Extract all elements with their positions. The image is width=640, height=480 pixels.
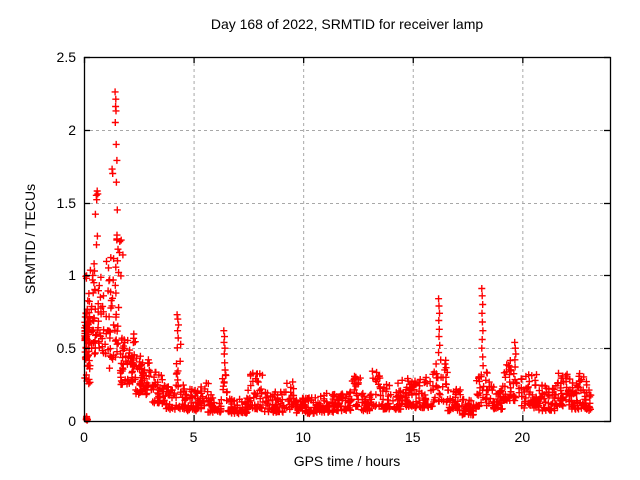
y-axis-label: SRMTID / TECUs [22, 183, 38, 295]
y-tick-label: 0 [68, 413, 76, 429]
y-tick-label: 1 [68, 267, 76, 284]
x-tick-label: 0 [80, 429, 88, 445]
y-tick-label: 1.5 [56, 194, 76, 211]
chart-title: Day 168 of 2022, SRMTID for receiver lam… [210, 16, 484, 32]
y-tick-label: 2.5 [56, 49, 76, 65]
x-tick-label: 10 [295, 429, 311, 445]
x-tick-label: 20 [514, 429, 531, 445]
plot-border [83, 56, 612, 423]
x-axis-label: GPS time / hours [293, 453, 401, 469]
data-points [81, 88, 595, 424]
gridlines [84, 57, 610, 421]
y-tick-label: 0.5 [56, 340, 76, 357]
axis-ticks [83, 56, 610, 423]
x-tick-label: 15 [404, 429, 421, 445]
y-tick-label: 2 [68, 121, 76, 138]
x-tick-label: 5 [189, 429, 198, 445]
